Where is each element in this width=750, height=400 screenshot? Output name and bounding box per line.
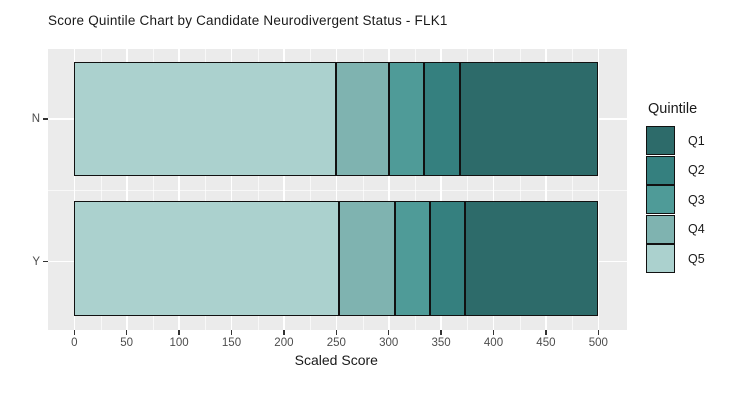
x-tick-mark xyxy=(230,330,233,335)
bar-segment-Q4-Y xyxy=(339,201,395,316)
legend-swatch-Q3 xyxy=(646,185,675,215)
x-tick-mark xyxy=(73,330,75,335)
gridline-major xyxy=(492,49,495,330)
x-tick-mark xyxy=(545,330,547,335)
gridline-minor xyxy=(205,49,207,330)
legend-item-label: Q1 xyxy=(688,133,705,148)
x-tick-mark xyxy=(388,330,390,335)
x-tick-mark xyxy=(492,330,495,335)
bar-segment-Q2-N xyxy=(424,62,460,176)
y-category-label: Y xyxy=(32,255,40,268)
x-tick-mark xyxy=(440,330,442,335)
gridline-minor xyxy=(414,49,416,330)
x-tick-label: 100 xyxy=(169,337,189,349)
legend-swatch-Q4 xyxy=(646,214,675,244)
gridline-major xyxy=(597,49,600,330)
gridline-major xyxy=(335,49,338,330)
bar-segment-Q5-Y xyxy=(74,201,340,316)
gridline-major xyxy=(73,49,76,330)
gridline-minor xyxy=(519,49,521,330)
x-tick-label: 200 xyxy=(274,337,294,349)
bar-segment-Q4-N xyxy=(336,62,389,176)
gridline-minor xyxy=(572,49,574,330)
gridline-minor xyxy=(152,49,154,330)
legend-item-label: Q3 xyxy=(688,192,705,207)
gridline-major xyxy=(178,49,180,330)
x-axis-title: Scaled Score xyxy=(294,352,378,368)
x-tick-label: 250 xyxy=(326,337,346,349)
x-tick-label: 50 xyxy=(120,337,134,349)
legend-item-Q3: Q3 xyxy=(646,185,705,215)
gridline-major xyxy=(388,49,390,330)
legend-item-Q1: Q1 xyxy=(646,126,705,156)
bar-segment-Q1-N xyxy=(459,62,599,176)
bar-segment-Q3-N xyxy=(388,62,425,176)
legend-item-label: Q4 xyxy=(688,222,705,237)
legend-swatch-Q1 xyxy=(646,126,675,156)
y-tick-mark xyxy=(43,118,48,120)
legend-swatch-Q2 xyxy=(646,155,675,185)
x-tick-mark xyxy=(178,330,180,335)
gridline-major xyxy=(283,49,285,330)
legend-item-label: Q5 xyxy=(688,251,705,266)
bar-segment-Q2-Y xyxy=(429,201,466,316)
x-tick-label: 150 xyxy=(221,337,242,349)
legend-items: Q1 Q2 Q3 Q4 Q5 xyxy=(646,126,705,274)
x-tick-label: 500 xyxy=(588,337,608,349)
legend-item-Q5: Q5 xyxy=(646,244,705,274)
legend-item-label: Q2 xyxy=(688,163,705,178)
x-tick-label: 300 xyxy=(379,337,399,349)
legend-swatch-Q5 xyxy=(646,244,675,274)
chart-title: Score Quintile Chart by Candidate Neurod… xyxy=(48,13,448,28)
x-tick-label: 400 xyxy=(483,337,504,349)
x-tick-mark xyxy=(283,330,285,335)
x-tick-mark xyxy=(126,330,128,335)
bar-segment-Q3-Y xyxy=(394,201,430,316)
legend: Quintile Q1 Q2 Q3 Q4 Q5 xyxy=(646,101,705,274)
gridline-minor xyxy=(467,49,469,330)
x-tick-mark xyxy=(335,330,337,335)
bar-segment-Q1-Y xyxy=(465,201,599,316)
gridline-major xyxy=(440,49,442,330)
x-tick-label: 0 xyxy=(71,337,78,349)
gridline-major xyxy=(230,49,233,330)
x-tick-label: 450 xyxy=(536,337,556,349)
gridline-major xyxy=(126,49,128,330)
legend-item-Q4: Q4 xyxy=(646,214,705,245)
x-tick-mark xyxy=(597,330,599,335)
gridline-minor xyxy=(100,49,102,330)
gridline-minor xyxy=(257,49,259,330)
legend-item-Q2: Q2 xyxy=(646,155,705,186)
gridline-minor xyxy=(310,49,312,330)
legend-title: Quintile xyxy=(648,101,698,117)
gridline-minor xyxy=(48,190,627,192)
y-category-label: N xyxy=(31,113,40,125)
bar-segment-Q5-N xyxy=(74,62,337,176)
y-tick-mark xyxy=(43,260,48,263)
gridline-minor xyxy=(362,49,364,330)
gridline-major xyxy=(545,49,547,330)
x-tick-label: 350 xyxy=(431,337,451,349)
